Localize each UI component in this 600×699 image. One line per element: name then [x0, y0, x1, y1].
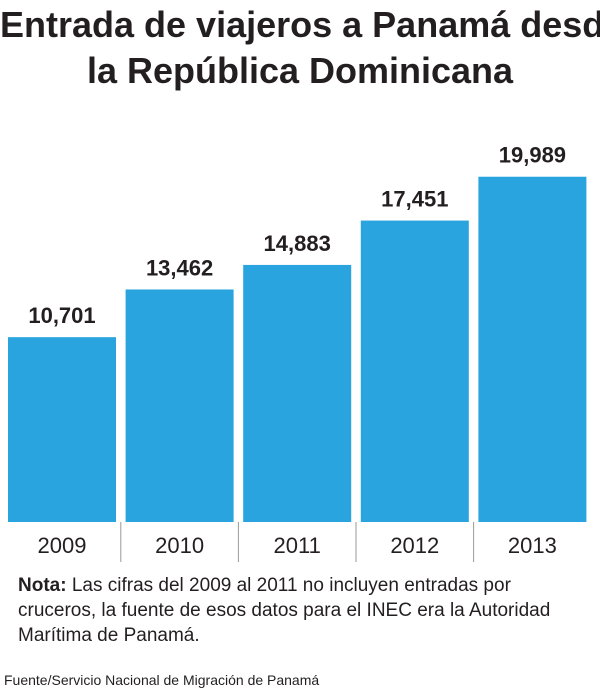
data-label-2011: 14,883 — [264, 231, 331, 256]
x-tick-label-2011: 2011 — [274, 533, 321, 558]
bar-2013 — [478, 176, 587, 522]
data-label-2012: 17,451 — [381, 187, 448, 212]
x-tick-label-2013: 2013 — [508, 533, 557, 558]
data-label-2013: 19,989 — [499, 143, 566, 168]
x-tick-label-2012: 2012 — [390, 533, 439, 558]
note-text: Las cifras del 2009 al 2011 no incluyen … — [18, 575, 551, 646]
bar-2011 — [243, 264, 352, 522]
note-label: Nota: — [18, 575, 67, 596]
chart-source: Fuente/Servicio Nacional de Migración de… — [4, 672, 320, 688]
x-tick-label-2009: 2009 — [38, 533, 87, 558]
bar-2009 — [8, 337, 116, 522]
bar-chart: 10,701 2009 13,462 2010 14,883 2011 17,451 2012… — [8, 143, 587, 562]
data-label-2009: 10,701 — [28, 303, 95, 328]
chart-title-line-2: la República Dominicana — [86, 50, 514, 91]
data-label-2010: 13,462 — [146, 255, 213, 280]
chart-title-line-1: Entrada de viajeros a Panamá desde — [0, 4, 600, 45]
bar-2012 — [360, 220, 469, 522]
x-tick-label-2010: 2010 — [155, 533, 204, 558]
bar-2010 — [125, 289, 234, 522]
chart-title: Entrada de viajeros a Panamá desde la Re… — [0, 2, 600, 94]
chart-note: Nota: Las cifras del 2009 al 2011 no inc… — [18, 573, 593, 648]
